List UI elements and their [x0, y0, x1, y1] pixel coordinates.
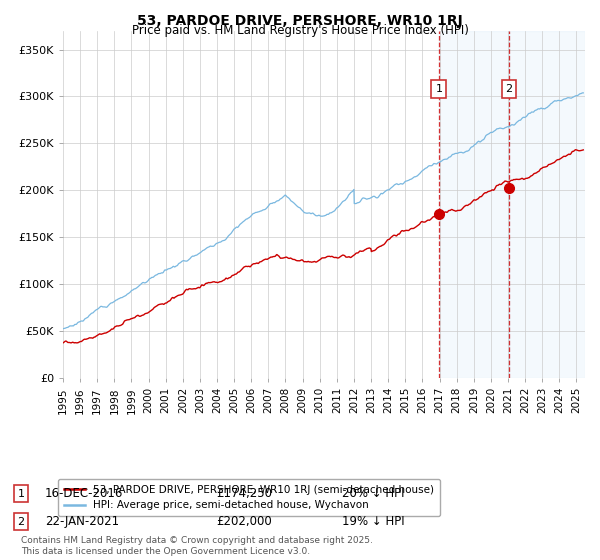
Text: £174,250: £174,250	[216, 487, 272, 501]
Text: 20% ↓ HPI: 20% ↓ HPI	[342, 487, 404, 501]
Text: 16-DEC-2016: 16-DEC-2016	[45, 487, 124, 501]
Text: 1: 1	[17, 489, 25, 499]
Text: £202,000: £202,000	[216, 515, 272, 529]
Legend: 53, PARDOE DRIVE, PERSHORE, WR10 1RJ (semi-detached house), HPI: Average price, : 53, PARDOE DRIVE, PERSHORE, WR10 1RJ (se…	[58, 479, 440, 516]
Text: Contains HM Land Registry data © Crown copyright and database right 2025.
This d: Contains HM Land Registry data © Crown c…	[21, 536, 373, 556]
Text: 53, PARDOE DRIVE, PERSHORE, WR10 1RJ: 53, PARDOE DRIVE, PERSHORE, WR10 1RJ	[137, 14, 463, 28]
Text: 1: 1	[436, 84, 442, 94]
Text: 22-JAN-2021: 22-JAN-2021	[45, 515, 119, 529]
Text: Price paid vs. HM Land Registry's House Price Index (HPI): Price paid vs. HM Land Registry's House …	[131, 24, 469, 37]
Text: 2: 2	[17, 517, 25, 527]
Bar	[509, 31, 585, 378]
Text: 2: 2	[505, 84, 512, 94]
Bar	[439, 31, 509, 378]
Text: 19% ↓ HPI: 19% ↓ HPI	[342, 515, 404, 529]
